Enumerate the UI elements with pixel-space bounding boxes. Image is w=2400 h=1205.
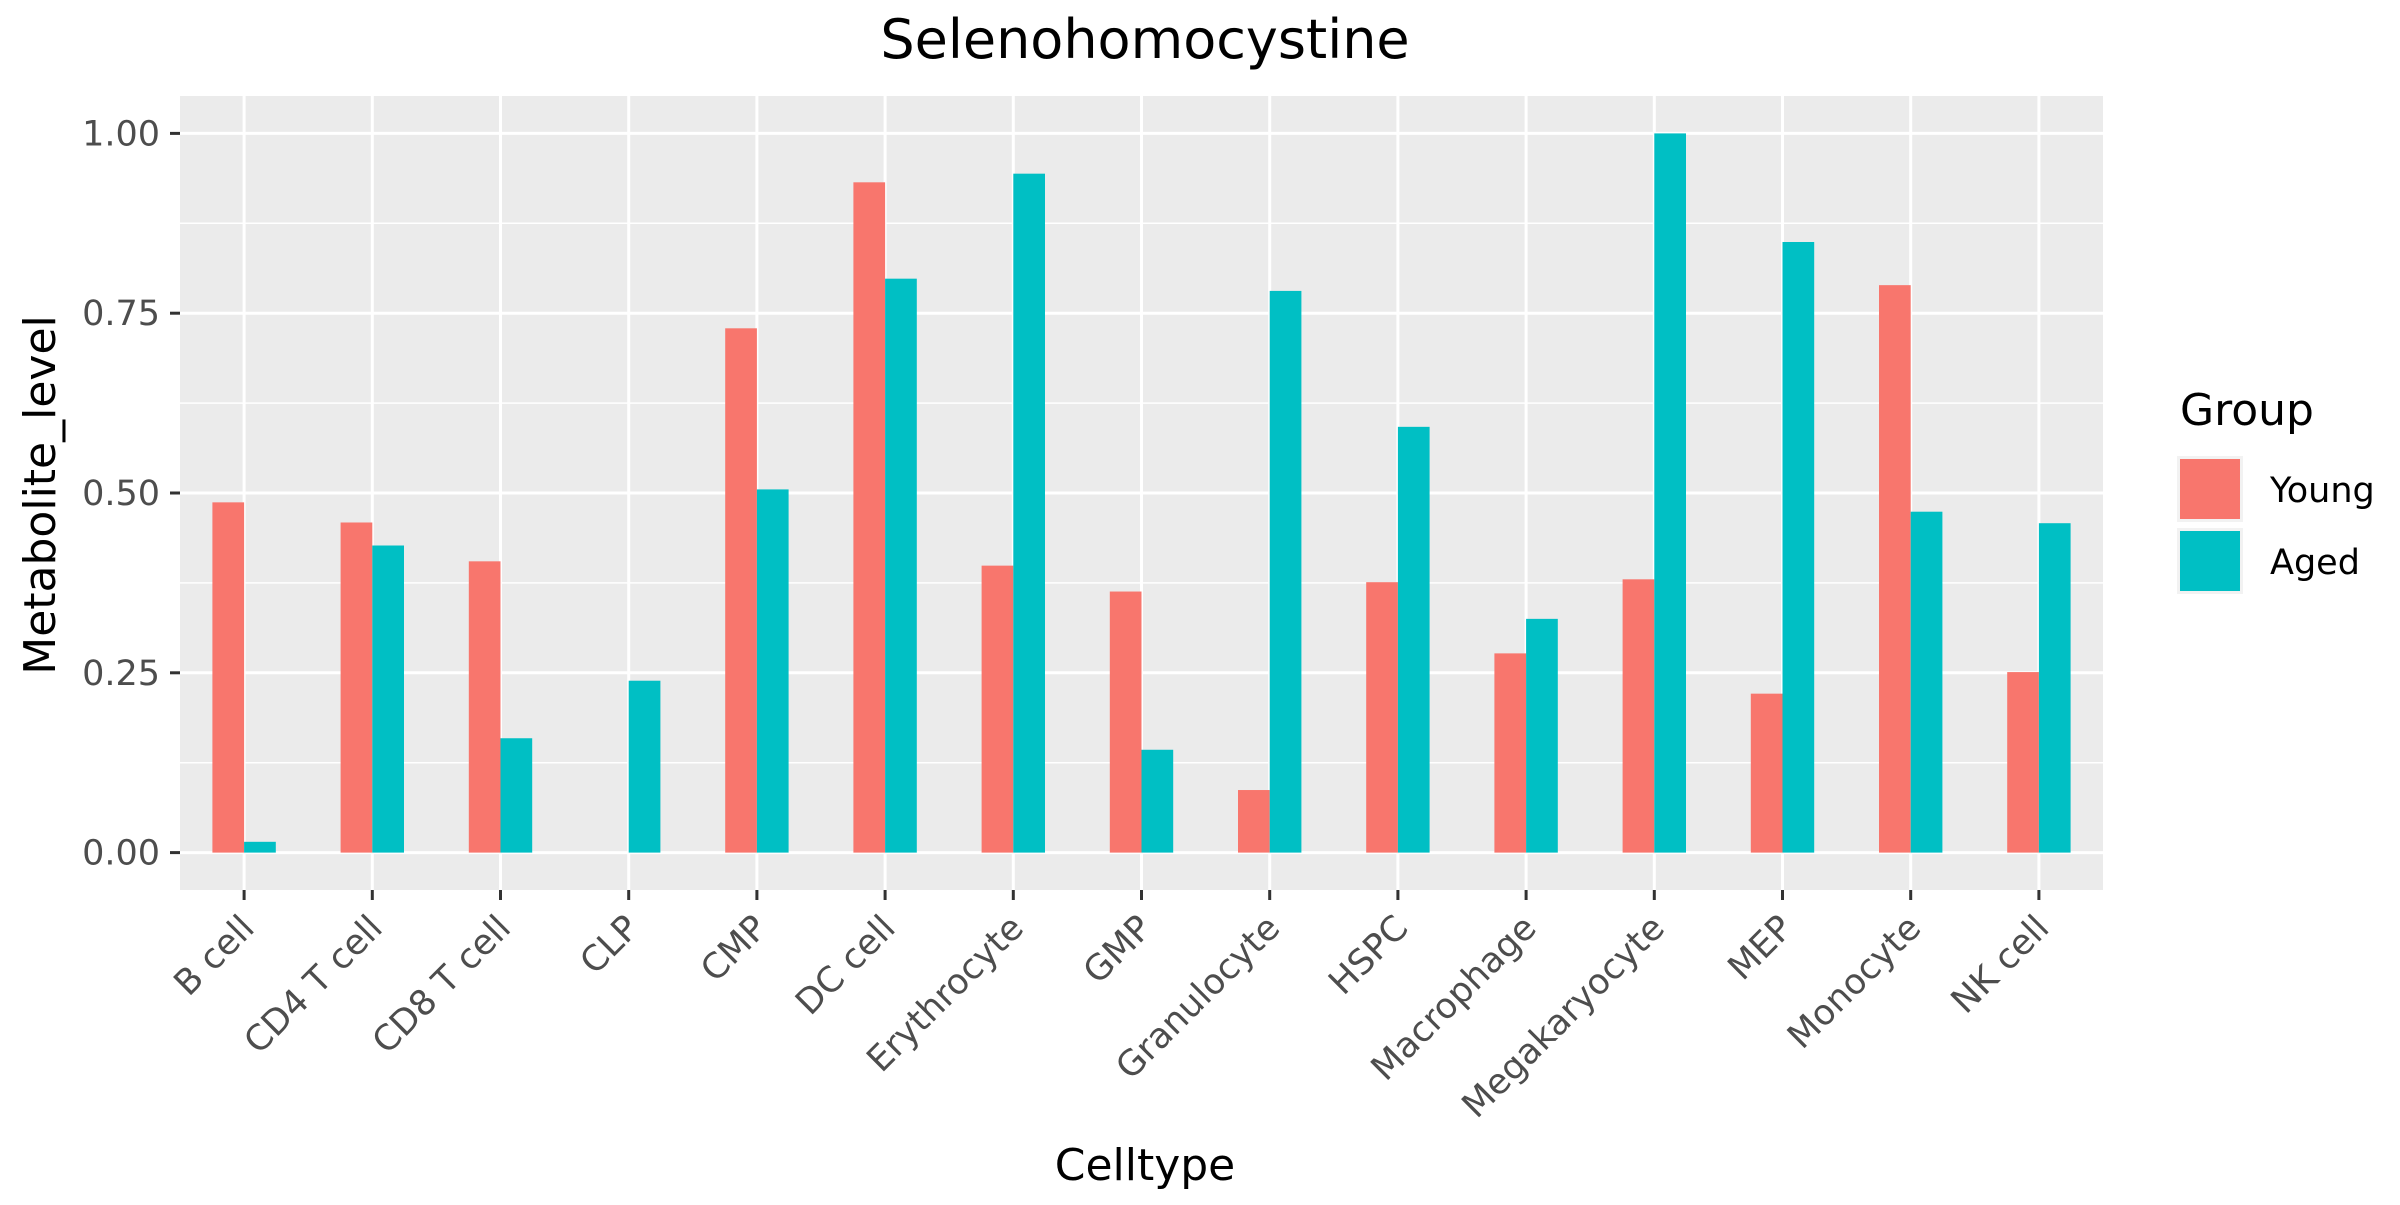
x-tick-label: Monocyte [1780,908,1929,1057]
x-tick-label: MEP [1721,908,1801,988]
bar-young [725,328,757,853]
legend-swatch-aged [2180,531,2240,591]
x-tick-label: HSPC [1321,908,1416,1003]
bar-aged [1526,618,1558,853]
bar-young [1879,285,1911,853]
bar-young [212,502,245,853]
legend-label-young: Young [2269,471,2375,511]
x-tick-label: CD8 T cell [365,908,519,1062]
bar-aged [372,545,404,853]
legend: Group Young Aged [2177,385,2375,594]
bar-aged [756,489,789,853]
x-tick-label: CD4 T cell [237,908,391,1062]
bar-young [1494,653,1527,853]
bar-young [1750,693,1783,853]
bar-aged [885,278,917,853]
x-axis-title: Celltype [1055,1140,1236,1191]
x-tick-label: B cell [167,908,263,1004]
bars [212,133,2071,853]
bar-young [1622,579,1655,853]
y-tick-label: 1.00 [82,114,160,154]
y-tick-label: 0.00 [82,834,160,874]
y-axis-title: Metabolite_level [15,315,66,675]
bar-aged [1397,426,1430,853]
bar-young [2007,672,2039,853]
bar-aged [1141,749,1174,853]
bar-aged [500,738,533,853]
legend-label-aged: Aged [2270,543,2360,583]
x-tick-label: DC cell [788,908,903,1023]
y-tick-label: 0.25 [82,654,160,694]
bar-aged [244,841,276,853]
bar-aged [1269,290,1302,853]
chart-title: Selenohomocystine [880,8,1409,71]
bar-young [1238,790,1270,853]
bar-aged [1910,511,1943,853]
bar-young [981,565,1014,853]
bar-aged [1013,173,1045,853]
x-tick-label: CMP [693,908,775,990]
bar-young [340,522,373,853]
bar-aged [1782,241,1815,853]
bar-aged [2038,523,2071,853]
bar-young [468,561,501,853]
bar-young [1366,582,1398,853]
legend-title: Group [2180,385,2314,436]
bar-young [1109,591,1142,853]
x-tick-label: CLP [573,908,647,982]
x-tick-label: GMP [1076,908,1160,992]
y-tick-label: 0.75 [82,294,160,334]
legend-swatch-young [2180,459,2240,519]
bar-young [853,182,886,853]
bar-aged [628,680,661,853]
bar-aged [1654,133,1686,853]
y-tick-label: 0.50 [82,474,160,514]
x-tick-label: NK cell [1944,908,2057,1021]
